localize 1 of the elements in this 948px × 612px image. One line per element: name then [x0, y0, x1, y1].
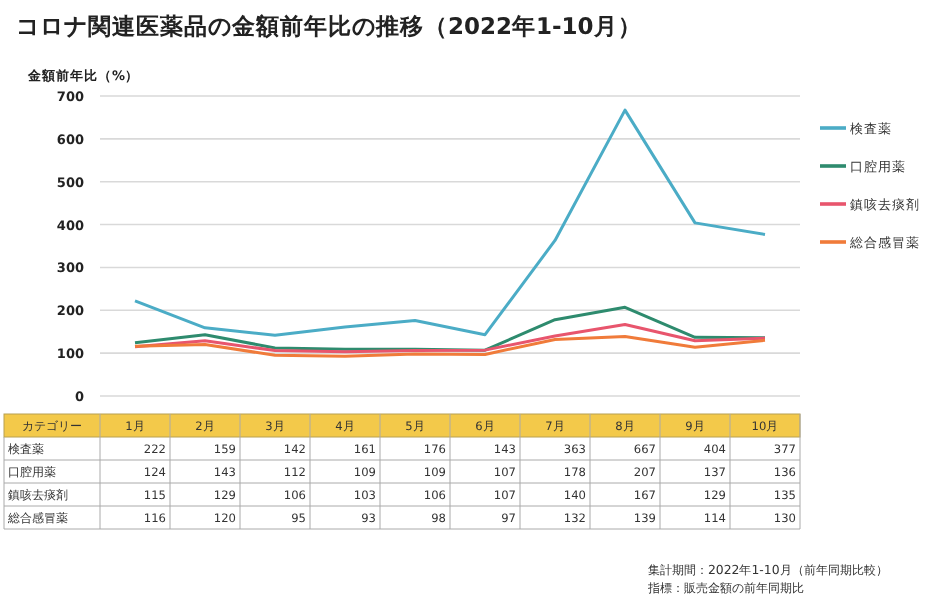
chart-title: コロナ関連医薬品の金額前年比の推移（2022年1-10月） — [16, 12, 642, 40]
